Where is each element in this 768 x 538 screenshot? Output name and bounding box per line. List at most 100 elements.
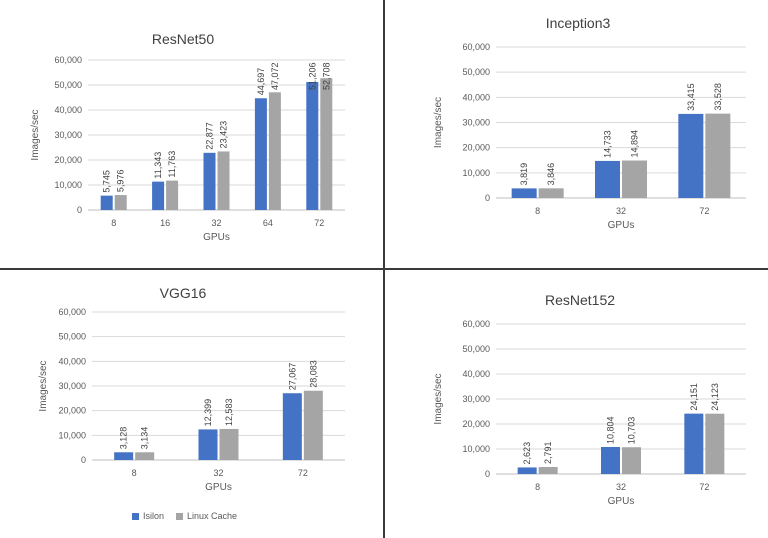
horizontal-divider [0, 268, 768, 270]
chart-1-value-label-linux-cache-1: 14,894 [630, 130, 640, 158]
chart-1-bar-isilon-0 [511, 188, 537, 198]
chart-1-title: Inception3 [546, 15, 611, 31]
chart-1-value-label-isilon-1: 14,733 [603, 130, 613, 158]
chart-0-bar-linux-cache-1 [166, 180, 179, 210]
chart-0-ytick-6: 60,000 [54, 55, 82, 65]
chart-0-xtick-3: 64 [263, 218, 273, 228]
chart-0-ytick-3: 30,000 [54, 130, 82, 140]
chart-2-value-label-linux-cache-0: 3,134 [140, 427, 150, 450]
chart-2-ytick-3: 30,000 [58, 381, 86, 391]
chart-1-xtick-0: 8 [535, 206, 540, 216]
chart-1-ytick-2: 20,000 [462, 143, 490, 153]
chart-1-value-label-isilon-2: 33,415 [686, 83, 696, 111]
chart-legend: Isilon Linux Cache [132, 511, 237, 521]
chart-3-ytick-2: 20,000 [462, 419, 490, 429]
chart-0-value-label-isilon-4: 51,206 [307, 62, 317, 90]
chart-3-xtick-0: 8 [535, 482, 540, 492]
chart-2-ylabel: Images/sec [38, 360, 49, 411]
chart-0-value-label-linux-cache-3: 47,072 [270, 62, 280, 90]
chart-0-bar-linux-cache-3 [268, 92, 281, 210]
chart-0-bar-isilon-4 [306, 81, 319, 210]
legend-swatch-isilon [132, 512, 139, 520]
chart-3-bar-linux-cache-1 [622, 447, 641, 474]
chart-1-xtick-1: 32 [616, 206, 626, 216]
legend-label-isilon: Isilon [143, 511, 165, 521]
chart-0-ylabel: Images/sec [30, 109, 41, 160]
chart-2-value-label-linux-cache-2: 28,083 [308, 360, 318, 388]
chart-2-bar-linux-cache-1 [219, 428, 239, 460]
chart-3-bar-isilon-0 [517, 467, 537, 474]
chart-1-ytick-4: 40,000 [462, 92, 490, 102]
chart-0-xlabel: GPUs [203, 232, 230, 243]
chart-2-ytick-4: 40,000 [58, 356, 86, 366]
chart-0-ytick-0: 0 [77, 205, 82, 215]
chart-2-title: VGG16 [160, 285, 207, 301]
chart-3-ytick-4: 40,000 [462, 369, 490, 379]
chart-0-value-label-linux-cache-4: 52,708 [321, 62, 331, 90]
chart-0-value-label-isilon-3: 44,697 [256, 68, 266, 96]
chart-0-ytick-5: 50,000 [54, 80, 82, 90]
chart-2-value-label-isilon-2: 27,067 [287, 363, 297, 391]
chart-1-bar-linux-cache-1 [622, 160, 647, 198]
chart-3-bar-isilon-1 [601, 446, 620, 474]
chart-2-ytick-0: 0 [81, 455, 86, 465]
chart-3-value-label-isilon-2: 24,151 [689, 383, 699, 411]
chart-1-bar-isilon-2 [678, 113, 704, 198]
chart-0-bar-linux-cache-2 [217, 151, 230, 210]
chart-2-bar-linux-cache-0 [135, 452, 155, 460]
legend-item-linux-cache: Linux Cache [176, 511, 237, 521]
chart-1-ytick-5: 50,000 [462, 67, 490, 77]
chart-2-xtick-2: 72 [298, 468, 308, 478]
chart-2-bar-isilon-0 [114, 452, 134, 460]
chart-2-ytick-5: 50,000 [58, 332, 86, 342]
chart-3-value-label-isilon-0: 2,623 [522, 442, 532, 465]
chart-0-xtick-1: 16 [160, 218, 170, 228]
chart-3-value-label-linux-cache-0: 2,791 [543, 441, 553, 464]
chart-3-value-label-isilon-1: 10,804 [606, 416, 616, 444]
chart-0-value-label-isilon-2: 22,877 [205, 122, 215, 150]
chart-2-bar-isilon-1 [198, 429, 218, 460]
chart-1-ytick-0: 0 [485, 193, 490, 203]
chart-1-bar-linux-cache-2 [705, 113, 731, 198]
chart-0-xtick-4: 72 [314, 218, 324, 228]
chart-2-ytick-1: 10,000 [58, 430, 86, 440]
chart-0-bar-isilon-3 [254, 98, 267, 210]
chart-2-xtick-0: 8 [132, 468, 137, 478]
chart-0-ytick-4: 40,000 [54, 105, 82, 115]
chart-3-ytick-1: 10,000 [462, 444, 490, 454]
chart-0-ytick-1: 10,000 [54, 180, 82, 190]
chart-2-xlabel: GPUs [205, 482, 232, 493]
chart-2-value-label-isilon-0: 3,128 [119, 427, 129, 450]
chart-0-xtick-2: 32 [211, 218, 221, 228]
chart-1-ylabel: Images/sec [433, 97, 444, 148]
chart-1-bar-linux-cache-0 [538, 188, 564, 198]
chart-3-value-label-linux-cache-1: 10,703 [627, 417, 637, 445]
chart-1-ytick-1: 10,000 [462, 168, 490, 178]
chart-2-bar-linux-cache-2 [303, 390, 323, 460]
chart-3-bar-isilon-2 [684, 413, 704, 474]
legend-swatch-linux-cache [176, 512, 184, 520]
chart-3-xlabel: GPUs [608, 496, 635, 507]
chart-3-xtick-2: 72 [699, 482, 709, 492]
chart-0-value-label-isilon-1: 11,343 [153, 152, 163, 179]
chart-0-bar-linux-cache-4 [320, 78, 333, 210]
chart-0-bar-isilon-1 [152, 181, 165, 210]
chart-2-xtick-1: 32 [213, 468, 223, 478]
chart-1-xtick-2: 72 [699, 206, 709, 216]
chart-0-value-label-linux-cache-2: 23,423 [219, 121, 229, 149]
chart-3-title: ResNet152 [545, 292, 615, 308]
legend-item-isilon: Isilon [132, 511, 164, 521]
chart-0-value-label-linux-cache-0: 5,976 [116, 170, 126, 193]
chart-3-ytick-5: 50,000 [462, 344, 490, 354]
chart-0-value-label-isilon-0: 5,745 [102, 170, 112, 193]
chart-2-value-label-linux-cache-1: 12,583 [224, 398, 234, 426]
chart-3-ytick-0: 0 [485, 469, 490, 479]
chart-2-ytick-2: 20,000 [58, 406, 86, 416]
chart-2-bar-isilon-2 [282, 393, 302, 460]
chart-0-bar-isilon-0 [100, 195, 113, 210]
chart-3-ytick-3: 30,000 [462, 394, 490, 404]
chart-0-bar-isilon-2 [203, 152, 216, 210]
chart-2-value-label-isilon-1: 12,399 [203, 399, 213, 427]
chart-0-title: ResNet50 [152, 31, 214, 47]
